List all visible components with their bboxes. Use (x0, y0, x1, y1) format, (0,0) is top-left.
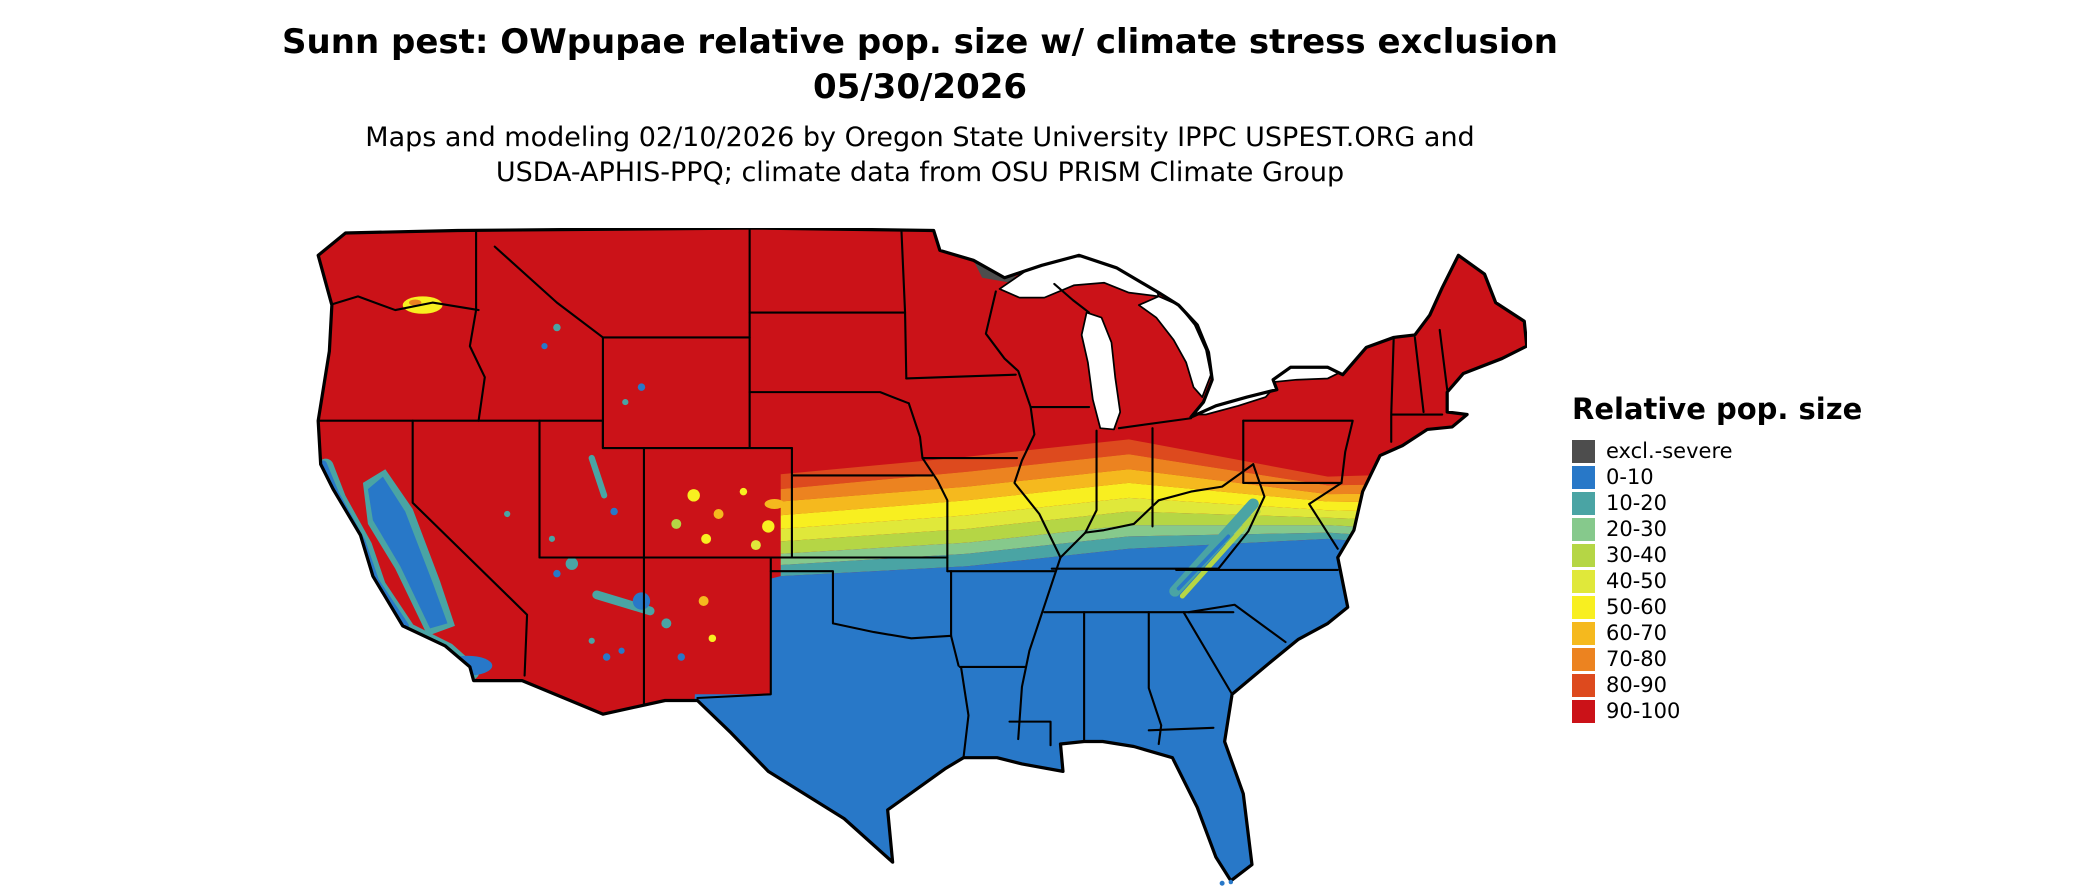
legend-swatch (1572, 647, 1595, 671)
nv-teal-dot-1 (504, 510, 511, 518)
subtitle-line-2: USDA-APHIS-PPQ; climate data from OSU PR… (495, 157, 1345, 189)
legend-swatch (1572, 517, 1595, 541)
az-sky-island-1 (602, 653, 611, 661)
legend-item: 90-100 (1572, 698, 1902, 724)
legend-label: 60-70 (1606, 621, 1668, 645)
wy-wind-river-blue (637, 383, 646, 391)
subtitle-line-1: Maps and modeling 02/10/2026 by Oregon S… (365, 122, 1475, 153)
legend-item: 50-60 (1572, 594, 1902, 620)
legend-swatch (1572, 699, 1595, 723)
legend-item: 70-80 (1572, 646, 1902, 672)
legend: Relative pop. size excl.-severe 0-10 10-20… (1572, 392, 1902, 724)
appalachia-blue-streak (1176, 534, 1231, 591)
legend-label: excl.-severe (1606, 439, 1733, 463)
ut-blue-dot (610, 507, 618, 516)
legend-swatch (1572, 673, 1595, 697)
legend-swatch (1572, 621, 1595, 645)
nm-teal-dot-1 (661, 618, 672, 629)
legend-swatch (1572, 595, 1595, 619)
co-orange-1 (713, 509, 724, 519)
legend-label: 40-50 (1606, 569, 1668, 593)
legend-label: 90-100 (1606, 699, 1681, 723)
legend-item: 0-10 (1572, 464, 1902, 490)
region-0-10 (681, 538, 1527, 881)
nv-teal-dot-2 (548, 535, 556, 542)
us-outline (316, 226, 1529, 883)
legend-label: 30-40 (1606, 543, 1668, 567)
legend-label: 50-60 (1606, 595, 1668, 619)
band-80-90 (780, 439, 1527, 490)
az-white-mtns-blue (632, 592, 651, 610)
band-30-40 (780, 511, 1527, 554)
legend-swatch (1572, 569, 1595, 593)
us-map (316, 226, 1529, 886)
appalachia-green-streak (1179, 509, 1261, 599)
wa-yakima-orange (408, 299, 422, 306)
wy-teal-dot (622, 398, 629, 406)
eco-band-pinch-3 (750, 540, 761, 551)
legend-item: 20-30 (1572, 516, 1902, 542)
title-line-1: Sunn pest: OWpupae relative pop. size w/… (282, 22, 1558, 62)
band-20-30 (780, 525, 1527, 565)
band-70-80 (780, 454, 1527, 502)
legend-swatch (1572, 543, 1595, 567)
legend-swatch (1572, 491, 1595, 515)
legend-label: 80-90 (1606, 673, 1668, 697)
legend-item: 80-90 (1572, 672, 1902, 698)
eco-band-pinch-1 (764, 499, 785, 510)
legend-label: 10-20 (1606, 491, 1668, 515)
legend-swatch (1572, 439, 1595, 463)
mt-teal-dot (553, 323, 561, 332)
band-60-70 (780, 469, 1527, 516)
co-green-1 (671, 518, 682, 529)
us-map-container (308, 226, 1529, 887)
map-subtitle: Maps and modeling 02/10/2026 by Oregon S… (150, 120, 1690, 190)
co-yellow-2 (739, 487, 748, 496)
florida-keys-dot-1 (1219, 880, 1225, 886)
nm-orange-dot (698, 596, 709, 606)
ut-wasatch-teal (588, 454, 608, 499)
title-line-2: 05/30/2026 (812, 66, 1028, 107)
legend-item: excl.-severe (1572, 438, 1902, 464)
legend-item: 60-70 (1572, 620, 1902, 646)
ca-central-valley-blue (367, 476, 448, 629)
az-blue-dot-1 (553, 569, 561, 578)
legend-title: Relative pop. size (1572, 392, 1863, 426)
lake-michigan (1080, 311, 1122, 431)
legend-label: 70-80 (1606, 647, 1668, 671)
band-10-20 (780, 532, 1527, 577)
legend-label: 20-30 (1606, 517, 1668, 541)
florida-keys-dot-2 (1228, 879, 1234, 885)
legend-swatch (1572, 465, 1595, 489)
az-kaibab-teal (565, 557, 579, 570)
legend-item: 40-50 (1572, 568, 1902, 594)
legend-items: excl.-severe 0-10 10-20 20-30 30-40 40-50 50-6… (1572, 438, 1902, 724)
az-sky-island-2 (618, 647, 625, 654)
co-yellow-3 (701, 533, 712, 544)
co-yellow-1 (687, 489, 700, 502)
eco-band-pinch-2 (762, 520, 775, 533)
nm-yellow-dot (708, 634, 717, 643)
legend-item: 30-40 (1572, 542, 1902, 568)
mt-blue-dot (541, 343, 548, 350)
az-sky-island-3 (588, 637, 595, 644)
legend-item: 10-20 (1572, 490, 1902, 516)
nm-blue-dot-1 (677, 653, 685, 661)
state-borders (318, 228, 1449, 759)
legend-label: 0-10 (1606, 465, 1654, 489)
map-title: Sunn pest: OWpupae relative pop. size w/… (150, 20, 1690, 110)
